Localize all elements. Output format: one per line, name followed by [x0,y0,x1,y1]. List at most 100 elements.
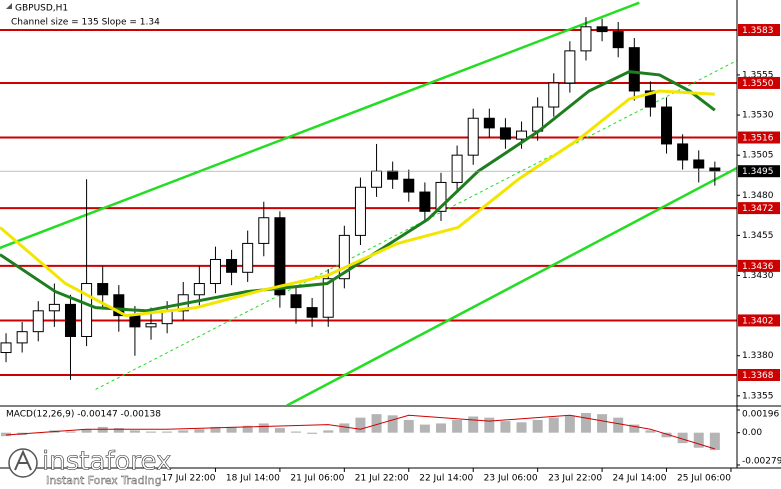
macd-bar [146,431,157,433]
macd-bar [613,417,624,433]
candle-body [435,181,447,212]
y-tick-label: 1.3505 [742,151,774,161]
level-label-box [738,131,780,144]
level-label: 1.3472 [742,204,774,214]
current-price-box [738,165,780,178]
candle-body [548,82,560,108]
candle-body [48,303,60,312]
macd-bar [452,419,463,433]
candle-body [661,106,673,145]
candle-body [483,117,495,129]
macd-bar [129,430,140,433]
candle-body [81,283,93,337]
candle-body [129,315,141,328]
candle-body [580,26,592,52]
macd-bar [258,423,269,433]
level-label-box [738,202,780,215]
x-tick-label: 21 Jul 22:00 [355,474,409,484]
candle-body [193,283,205,296]
title-icon [6,3,12,9]
candle-body [499,127,511,140]
macd-bar [81,429,92,433]
candle-body [612,31,624,49]
macd-bar [484,417,495,433]
y-tick-label: 1.3430 [742,271,774,281]
macd-bar [500,421,511,433]
y-tick-label: 1.3555 [742,70,774,80]
candle-body [628,47,640,92]
macd-bar [435,423,446,433]
candle-body [64,303,76,337]
macd-bar [65,431,76,433]
candle-body [596,26,608,33]
candle-body [644,90,656,108]
macd-bar [548,417,559,433]
candle-body [0,342,12,354]
macd-bar [162,431,173,433]
macd-bar [274,428,285,433]
candle-body [516,130,528,140]
macd-bar [210,426,221,433]
macd-y-tick-label: 0.00 [742,428,762,438]
candle-body [419,191,431,212]
x-tick-label: 22 Jul 14:00 [419,474,473,484]
macd-label: MACD(12,26,9) -0.00147 -0.00138 [6,410,161,420]
chart-subtitle: Channel size = 135 Slope = 1.34 [11,18,160,28]
level-label-box [738,24,780,37]
level-label: 1.3516 [742,134,774,144]
macd-bar [178,430,189,433]
candle-body [371,170,383,188]
macd-bar [403,419,414,433]
macd-bar [242,425,253,433]
macd-bar [113,428,124,433]
x-tick-label: 18 Jul 14:00 [226,474,280,484]
y-tick-label: 1.3480 [742,191,774,201]
macd-bar [677,432,688,444]
logo-tagline: Instant Forex Trading [46,474,162,487]
macd-bar [323,430,334,433]
level-label: 1.3583 [742,26,774,36]
x-tick-label: 23 Jul 06:00 [484,474,538,484]
macd-bar [371,414,382,433]
candle-body [113,294,125,317]
x-tick-label: 24 Jul 14:00 [613,474,667,484]
logo-brand: instaforex [42,447,171,477]
candle-body [145,323,157,328]
candle-body [258,217,270,244]
x-tick-label: 23 Jul 22:00 [548,474,602,484]
candle-body [387,170,399,180]
level-label: 1.3436 [742,262,774,272]
level-label-box [738,76,780,89]
macd-bar [661,432,672,438]
x-tick-label: 21 Jul 06:00 [290,474,344,484]
candle-body [274,217,286,296]
candle-body [693,159,705,169]
macd-bar [693,432,704,448]
macd-bar [645,430,656,433]
level-label: 1.3368 [742,371,774,381]
macd-bar [194,429,205,433]
level-label: 1.3402 [742,316,774,326]
macd-bar [580,413,591,433]
channel-line [286,166,737,405]
candle-body [226,258,238,273]
candle-body [451,154,463,183]
macd-bar [1,432,12,437]
macd-bar [307,432,318,434]
macd-bar [532,419,543,433]
y-tick-label: 1.3380 [742,351,774,361]
level-label-box [738,259,780,272]
candle-body [97,283,109,296]
candle-body [403,178,415,193]
level-label-box [738,368,780,381]
x-tick-label: 17 Jul 22:00 [161,474,215,484]
moving-average [0,89,715,318]
macd-y-tick-label: -0.00279 [742,457,781,467]
candle-body [467,117,479,156]
macd-bar [355,417,366,433]
macd-bar [387,415,398,433]
chart-title: GBPUSD,H1 [15,4,68,14]
macd-y-tick-label: 0.00196 [742,410,779,420]
